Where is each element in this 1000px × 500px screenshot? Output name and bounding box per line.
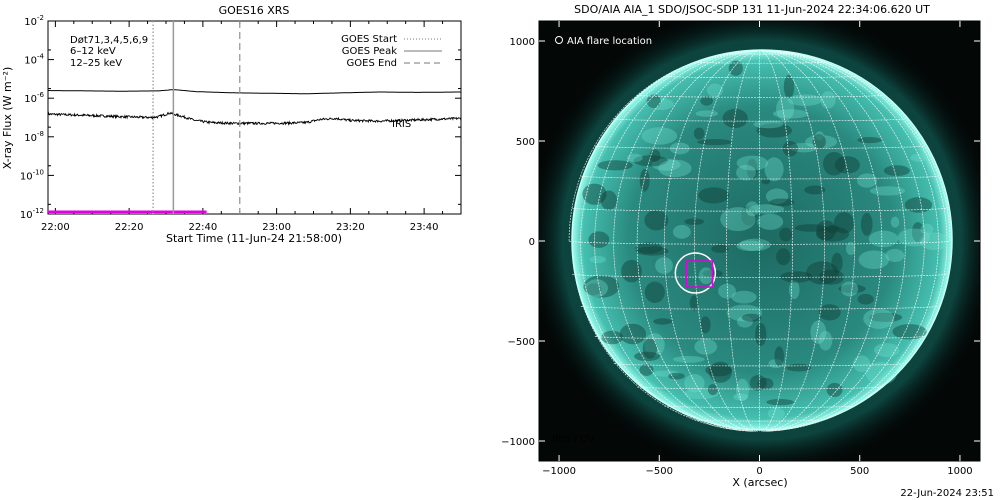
goes-legend: GOES Start GOES Peak GOES End <box>341 34 442 69</box>
goes-y-tick-label: 10-6 <box>24 91 44 105</box>
footer-timestamp: 22-Jun-2024 23:51 <box>900 488 994 499</box>
goes-y-tick-label: 10-8 <box>24 130 44 144</box>
goes-x-tick-label: 23:40 <box>410 222 439 233</box>
sdo-y-tick-label: 0 <box>529 237 535 248</box>
goes-x-tick-label: 22:40 <box>188 222 217 233</box>
sdo-xlabel: X (arcsec) <box>732 476 787 489</box>
goes-series-line <box>48 89 461 95</box>
goes-ylabel: X-ray Flux (W m⁻²) <box>1 67 14 169</box>
sdo-x-tick-label: 0 <box>756 466 762 477</box>
goes-x-tick-label: 23:00 <box>262 222 291 233</box>
iris-fov-label: IRIS FOV <box>552 434 595 445</box>
sdo-y-tick-label: 1000 <box>510 37 535 48</box>
goes-y-tick-label: 10-12 <box>20 207 44 221</box>
disk-texture <box>582 60 950 420</box>
sdo-y-tick-label: −500 <box>508 337 535 348</box>
goes-y-tick-label: 10-4 <box>24 53 44 67</box>
goes-y-tick-label: 10-2 <box>24 14 44 28</box>
goes-plot-frame <box>47 20 462 215</box>
goes-series <box>48 89 461 214</box>
sdo-y-tick-label: −1000 <box>501 437 535 448</box>
iris-label: IRIS <box>392 119 411 130</box>
goes-x-tick-label: 22:20 <box>115 222 144 233</box>
sdo-x-axis: −1000 −500 0 500 1000 <box>542 21 973 477</box>
sdo-x-tick-label: 1000 <box>947 466 972 477</box>
aia-image <box>539 21 980 461</box>
legend-goes-start: GOES Start <box>341 34 397 45</box>
goes-y-tick-label: 10-10 <box>20 168 44 182</box>
goes-detectors-label: Døt71,3,4,5,6,9 <box>70 35 148 46</box>
goes-title: GOES16 XRS <box>219 4 290 17</box>
heliographic-grid <box>568 50 951 432</box>
sdo-x-tick-label: 500 <box>850 466 869 477</box>
flare-legend-label: AIA flare location <box>567 36 652 47</box>
sdo-y-tick-label: 500 <box>516 137 535 148</box>
goes-x-tick-label: 23:20 <box>336 222 365 233</box>
legend-goes-peak: GOES Peak <box>342 46 397 57</box>
goes-band-low-label: 6–12 keV <box>70 46 116 57</box>
legend-goes-end: GOES End <box>347 58 397 69</box>
sdo-title: SDO/AIA AIA_1 SDO/JSOC-SDP 131 11-Jun-20… <box>574 3 930 16</box>
flare-location-circle <box>674 252 717 294</box>
goes-xlabel: Start Time (11-Jun-24 21:58:00) <box>166 232 342 245</box>
sdo-x-tick-label: −1000 <box>542 466 576 477</box>
solar-disk <box>572 50 952 430</box>
goes-band-high-label: 12–25 keV <box>70 58 122 69</box>
sdo-x-tick-label: −500 <box>646 466 673 477</box>
goes-x-tick-label: 22:00 <box>41 222 70 233</box>
sdo-y-axis: −1000 −500 0 500 1000 <box>501 37 980 448</box>
goes-vertical-markers <box>152 21 241 214</box>
flare-legend-marker <box>555 36 563 44</box>
goes-series-line <box>48 111 461 126</box>
iris-fov-box <box>685 260 714 288</box>
solar-limb <box>571 49 953 431</box>
